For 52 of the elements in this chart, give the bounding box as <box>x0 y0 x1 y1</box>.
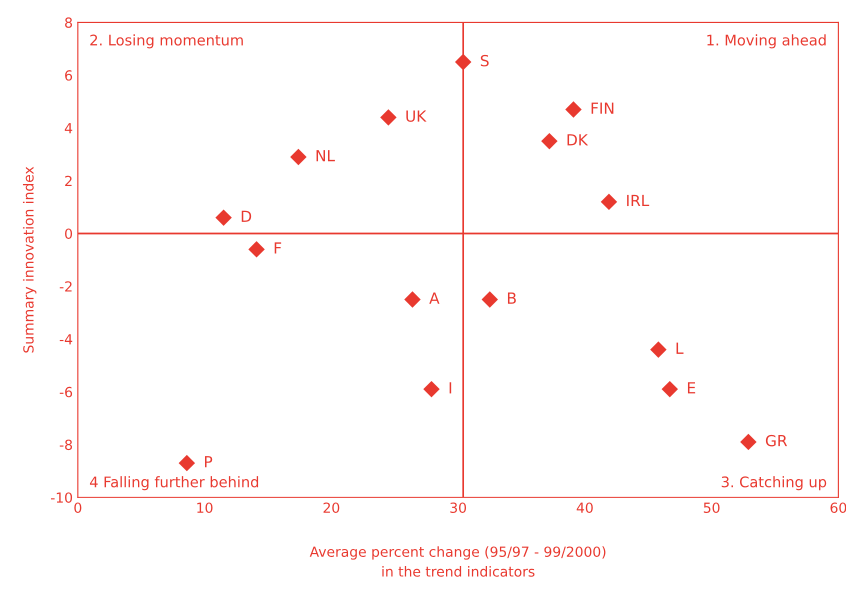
point <box>215 209 232 226</box>
x-tick-label: 30 <box>450 502 466 513</box>
annotation: S <box>480 54 489 66</box>
y-tick-label: -10 <box>50 492 72 503</box>
x-tick-label: 10 <box>197 502 213 513</box>
y-tick-label: 0 <box>65 228 72 239</box>
annotation: A <box>429 292 440 304</box>
annotation: DK <box>568 134 588 146</box>
point <box>650 341 667 358</box>
x-tick-label: 60 <box>830 502 846 513</box>
annotation: 4 Falling further behind <box>90 476 258 490</box>
point <box>565 101 582 118</box>
x-axis-title: Average percent change (95/97 - 99/2000) in the trend indicators <box>310 546 606 577</box>
y-tick-label: -4 <box>60 334 72 344</box>
point <box>662 380 678 398</box>
annotation: B <box>508 292 516 304</box>
point <box>541 132 558 150</box>
y-tick-label: 2 <box>65 176 72 186</box>
annotation: P <box>205 456 212 468</box>
annotation: NL <box>316 150 335 162</box>
x-tick-label: 0 <box>74 502 82 513</box>
y-tick-label: -8 <box>60 440 72 450</box>
x-tick-label: 20 <box>324 502 340 513</box>
x-tick-label: 50 <box>704 502 720 513</box>
annotation: 3. Catching up <box>722 476 826 490</box>
y-tick-label: -6 <box>60 386 72 398</box>
annotation: IRL <box>627 194 650 206</box>
annotation: UK <box>406 110 427 122</box>
point <box>290 148 307 166</box>
y-tick-label: 6 <box>65 70 72 81</box>
annotation: L <box>676 342 684 354</box>
point <box>380 109 397 126</box>
point <box>482 291 498 308</box>
y-tick-label: -2 <box>60 281 72 292</box>
point <box>248 241 265 258</box>
x-tick-label: 40 <box>576 502 593 513</box>
annotation: GR <box>766 434 788 446</box>
point <box>178 454 196 472</box>
y-axis-title: Summary innovation index <box>22 166 36 353</box>
annotation: 2. Losing momentum <box>90 34 243 48</box>
point <box>404 291 421 308</box>
point <box>423 380 440 398</box>
annotation: D <box>242 210 252 222</box>
annotation: FIN <box>592 102 614 114</box>
annotation: 1. Moving ahead <box>707 34 826 48</box>
annotation: E <box>688 382 696 394</box>
y-tick-label: 4 <box>64 123 72 134</box>
point <box>740 434 757 450</box>
annotation: I <box>450 382 452 394</box>
annotation: F <box>274 242 282 254</box>
point <box>600 194 618 210</box>
y-tick-label: 8 <box>65 17 72 28</box>
